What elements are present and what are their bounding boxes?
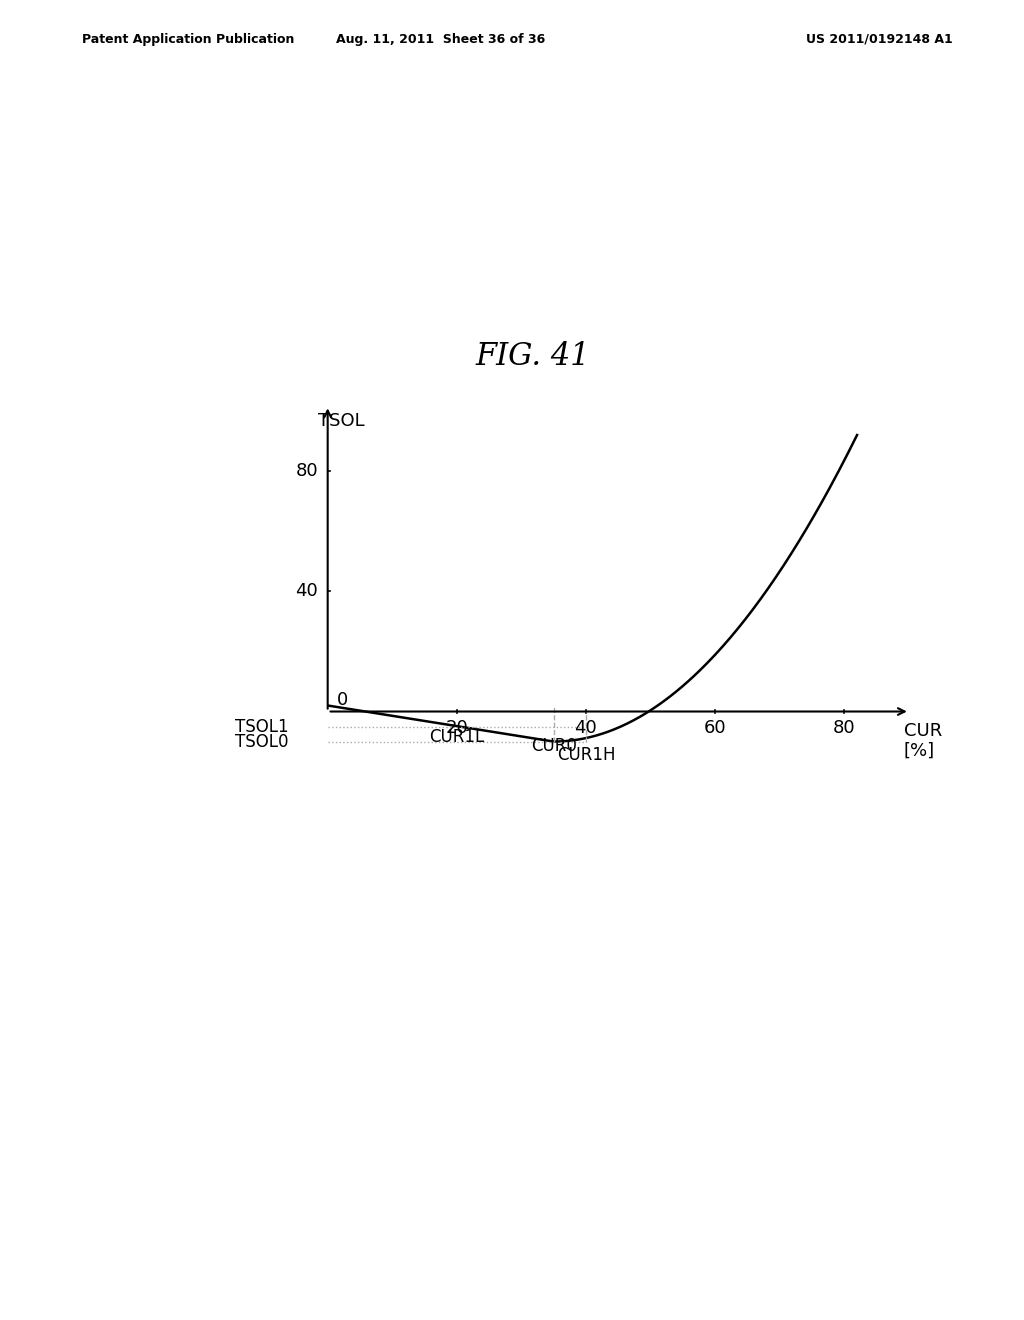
Text: CUR1L: CUR1L [429, 729, 484, 746]
Text: TSOL1: TSOL1 [236, 718, 289, 735]
Text: 80: 80 [295, 462, 318, 480]
Text: CUR1H: CUR1H [557, 746, 615, 764]
Text: 40: 40 [295, 582, 318, 601]
Text: 60: 60 [703, 719, 726, 737]
Text: Patent Application Publication: Patent Application Publication [82, 33, 294, 46]
Text: TSOL0: TSOL0 [236, 733, 289, 751]
Text: 0: 0 [337, 690, 348, 709]
Text: 20: 20 [445, 719, 468, 737]
Text: CUR0: CUR0 [530, 737, 577, 755]
Text: CUR
[%]: CUR [%] [904, 722, 942, 759]
Text: 40: 40 [574, 719, 597, 737]
Text: FIG. 41: FIG. 41 [475, 341, 590, 372]
Text: TSOL: TSOL [318, 412, 365, 430]
Text: 80: 80 [833, 719, 855, 737]
Text: US 2011/0192148 A1: US 2011/0192148 A1 [806, 33, 952, 46]
Text: Aug. 11, 2011  Sheet 36 of 36: Aug. 11, 2011 Sheet 36 of 36 [336, 33, 545, 46]
